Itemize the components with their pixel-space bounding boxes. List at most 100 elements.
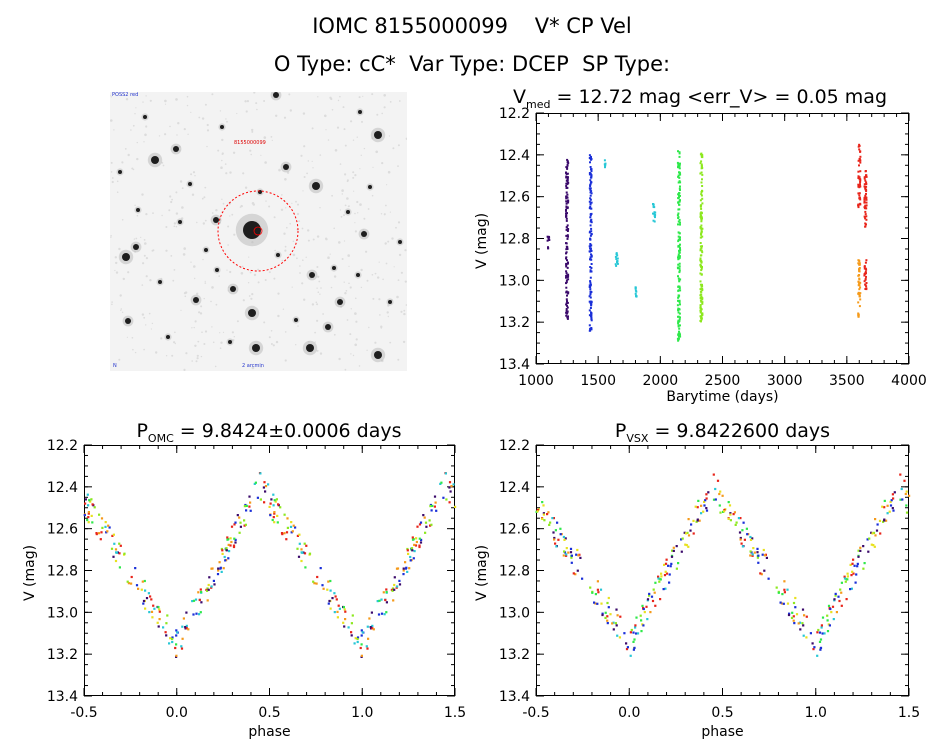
sky-noise bbox=[183, 368, 186, 371]
data-point bbox=[858, 194, 861, 197]
data-point bbox=[697, 499, 700, 502]
data-point bbox=[675, 567, 678, 570]
sky-noise bbox=[264, 161, 267, 164]
sky-noise bbox=[397, 279, 400, 281]
sky-noise bbox=[350, 120, 353, 123]
sky-noise bbox=[355, 320, 358, 323]
sky-noise bbox=[145, 125, 148, 128]
sky-noise bbox=[283, 232, 286, 235]
data-point bbox=[244, 523, 247, 526]
data-point bbox=[565, 226, 568, 229]
data-point bbox=[171, 636, 174, 639]
data-point bbox=[356, 636, 360, 639]
data-point bbox=[211, 567, 214, 570]
data-point bbox=[677, 319, 680, 322]
sky-noise bbox=[148, 312, 151, 315]
data-point bbox=[856, 565, 859, 568]
x-tick-label: 0.5 bbox=[711, 705, 733, 721]
sky-noise bbox=[135, 107, 137, 109]
data-point bbox=[590, 318, 593, 321]
data-point bbox=[679, 221, 681, 224]
data-point bbox=[566, 294, 568, 297]
data-point bbox=[83, 514, 86, 517]
data-point bbox=[700, 181, 703, 184]
data-point bbox=[863, 274, 866, 277]
data-point bbox=[588, 329, 591, 332]
sky-noise bbox=[165, 355, 168, 357]
data-point bbox=[700, 227, 703, 230]
data-point bbox=[274, 500, 277, 503]
sky-noise bbox=[334, 149, 338, 152]
data-point bbox=[699, 319, 702, 322]
data-point bbox=[705, 507, 708, 510]
data-point bbox=[851, 570, 854, 573]
data-point bbox=[171, 637, 174, 641]
data-point bbox=[298, 533, 301, 536]
data-point bbox=[371, 624, 374, 627]
data-point bbox=[326, 588, 329, 591]
data-point bbox=[563, 550, 566, 553]
sky-noise bbox=[277, 314, 280, 318]
sky-noise bbox=[319, 352, 323, 355]
y-tick-label: 13.2 bbox=[499, 315, 530, 331]
data-point bbox=[859, 155, 862, 158]
data-point bbox=[144, 589, 147, 592]
data-point bbox=[630, 628, 633, 632]
sky-noise bbox=[337, 99, 340, 102]
data-point bbox=[701, 202, 704, 205]
data-point bbox=[699, 153, 702, 156]
sky-noise bbox=[150, 328, 152, 330]
data-point bbox=[322, 587, 325, 590]
data-point bbox=[719, 511, 722, 514]
sky-noise bbox=[194, 320, 197, 323]
sky-noise bbox=[296, 212, 300, 216]
sky-noise bbox=[336, 126, 340, 129]
data-point bbox=[536, 508, 539, 512]
data-point bbox=[840, 581, 843, 584]
data-point bbox=[360, 654, 363, 657]
data-point bbox=[296, 547, 299, 550]
data-point bbox=[566, 246, 569, 249]
data-point bbox=[565, 257, 567, 260]
data-point bbox=[794, 596, 797, 600]
data-point bbox=[865, 192, 867, 195]
y-tick-label: 13.0 bbox=[499, 273, 530, 289]
sky-noise bbox=[164, 133, 167, 136]
data-point bbox=[872, 544, 875, 547]
data-point bbox=[431, 504, 434, 507]
data-point bbox=[567, 278, 570, 281]
data-point bbox=[565, 242, 568, 245]
data-point bbox=[162, 626, 165, 629]
sky-noise bbox=[316, 287, 318, 289]
data-point bbox=[795, 613, 799, 616]
data-point bbox=[635, 632, 638, 635]
sky-noise bbox=[387, 170, 391, 174]
data-point bbox=[700, 228, 703, 231]
data-point bbox=[566, 266, 569, 269]
sky-noise bbox=[142, 101, 144, 103]
data-point bbox=[678, 330, 680, 333]
data-point bbox=[890, 499, 893, 502]
data-point bbox=[779, 601, 782, 604]
data-point bbox=[614, 622, 617, 625]
data-point bbox=[588, 200, 591, 203]
data-point bbox=[589, 244, 592, 247]
data-point bbox=[604, 616, 607, 619]
data-point bbox=[680, 538, 683, 541]
sky-noise bbox=[346, 197, 349, 200]
sky-noise bbox=[257, 281, 260, 284]
data-point bbox=[596, 588, 599, 591]
sky-noise bbox=[358, 96, 361, 99]
data-point bbox=[677, 212, 680, 215]
data-point bbox=[699, 290, 702, 293]
sky-noise bbox=[375, 150, 379, 154]
sky-noise bbox=[195, 360, 198, 363]
sky-noise bbox=[233, 233, 236, 236]
data-point bbox=[566, 234, 569, 237]
data-point bbox=[634, 289, 637, 292]
data-point bbox=[286, 517, 289, 520]
data-point bbox=[565, 208, 567, 211]
y-tick-label: 13.2 bbox=[499, 647, 530, 663]
data-point bbox=[783, 580, 786, 583]
data-point bbox=[566, 300, 568, 303]
